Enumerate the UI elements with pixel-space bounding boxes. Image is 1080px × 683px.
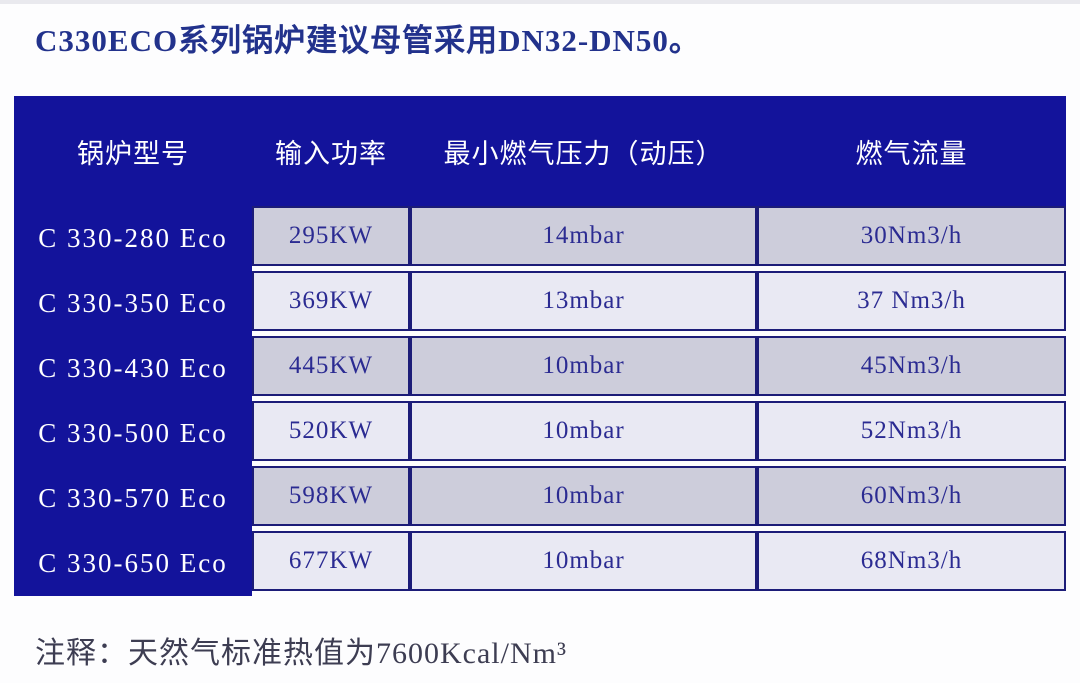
- flow-cell: 52Nm3/h: [757, 401, 1066, 461]
- table-row: C 330-500 Eco 520KW 10mbar 52Nm3/h: [14, 401, 1066, 466]
- model-cell: C 330-650 Eco: [14, 531, 252, 596]
- pressure-cell: 10mbar: [410, 466, 757, 526]
- pressure-cell: 13mbar: [410, 271, 757, 331]
- pressure-cell: 10mbar: [410, 336, 757, 396]
- flow-cell: 30Nm3/h: [757, 206, 1066, 266]
- power-cell: 445KW: [252, 336, 410, 396]
- pressure-cell: 14mbar: [410, 206, 757, 266]
- power-cell: 369KW: [252, 271, 410, 331]
- table-row: C 330-350 Eco 369KW 13mbar 37 Nm3/h: [14, 271, 1066, 336]
- model-cell: C 330-500 Eco: [14, 401, 252, 466]
- power-cell: 520KW: [252, 401, 410, 461]
- model-cell: C 330-570 Eco: [14, 466, 252, 531]
- table-row: C 330-570 Eco 598KW 10mbar 60Nm3/h: [14, 466, 1066, 531]
- table-row: C 330-650 Eco 677KW 10mbar 68Nm3/h: [14, 531, 1066, 596]
- boiler-spec-table: 锅炉型号 输入功率 最小燃气压力（动压） 燃气流量 C 330-280 Eco …: [14, 96, 1066, 596]
- power-cell: 295KW: [252, 206, 410, 266]
- flow-cell: 37 Nm3/h: [757, 271, 1066, 331]
- column-header-power: 输入功率: [275, 138, 387, 169]
- column-header-flow: 燃气流量: [855, 138, 968, 169]
- flow-cell: 60Nm3/h: [757, 466, 1066, 526]
- pressure-cell: 10mbar: [410, 531, 757, 591]
- table-row: C 330-430 Eco 445KW 10mbar 45Nm3/h: [14, 336, 1066, 401]
- flow-cell: 68Nm3/h: [757, 531, 1066, 591]
- model-cell: C 330-430 Eco: [14, 336, 252, 401]
- top-divider: [0, 0, 1080, 4]
- model-cell: C 330-350 Eco: [14, 271, 252, 336]
- power-cell: 598KW: [252, 466, 410, 526]
- power-cell: 677KW: [252, 531, 410, 591]
- table-row: C 330-280 Eco 295KW 14mbar 30Nm3/h: [14, 206, 1066, 271]
- column-header-pressure: 最小燃气压力（动压）: [443, 138, 724, 169]
- column-header-model: 锅炉型号: [77, 138, 189, 169]
- pressure-cell: 10mbar: [410, 401, 757, 461]
- model-cell: C 330-280 Eco: [14, 206, 252, 271]
- table-header-row: 锅炉型号 输入功率 最小燃气压力（动压） 燃气流量: [14, 96, 1066, 206]
- flow-cell: 45Nm3/h: [757, 336, 1066, 396]
- footnote: 注释：天然气标准热值为7600Kcal/Nm³: [35, 637, 567, 670]
- page-title: C330ECO系列锅炉建议母管采用DN32-DN50。: [35, 23, 701, 58]
